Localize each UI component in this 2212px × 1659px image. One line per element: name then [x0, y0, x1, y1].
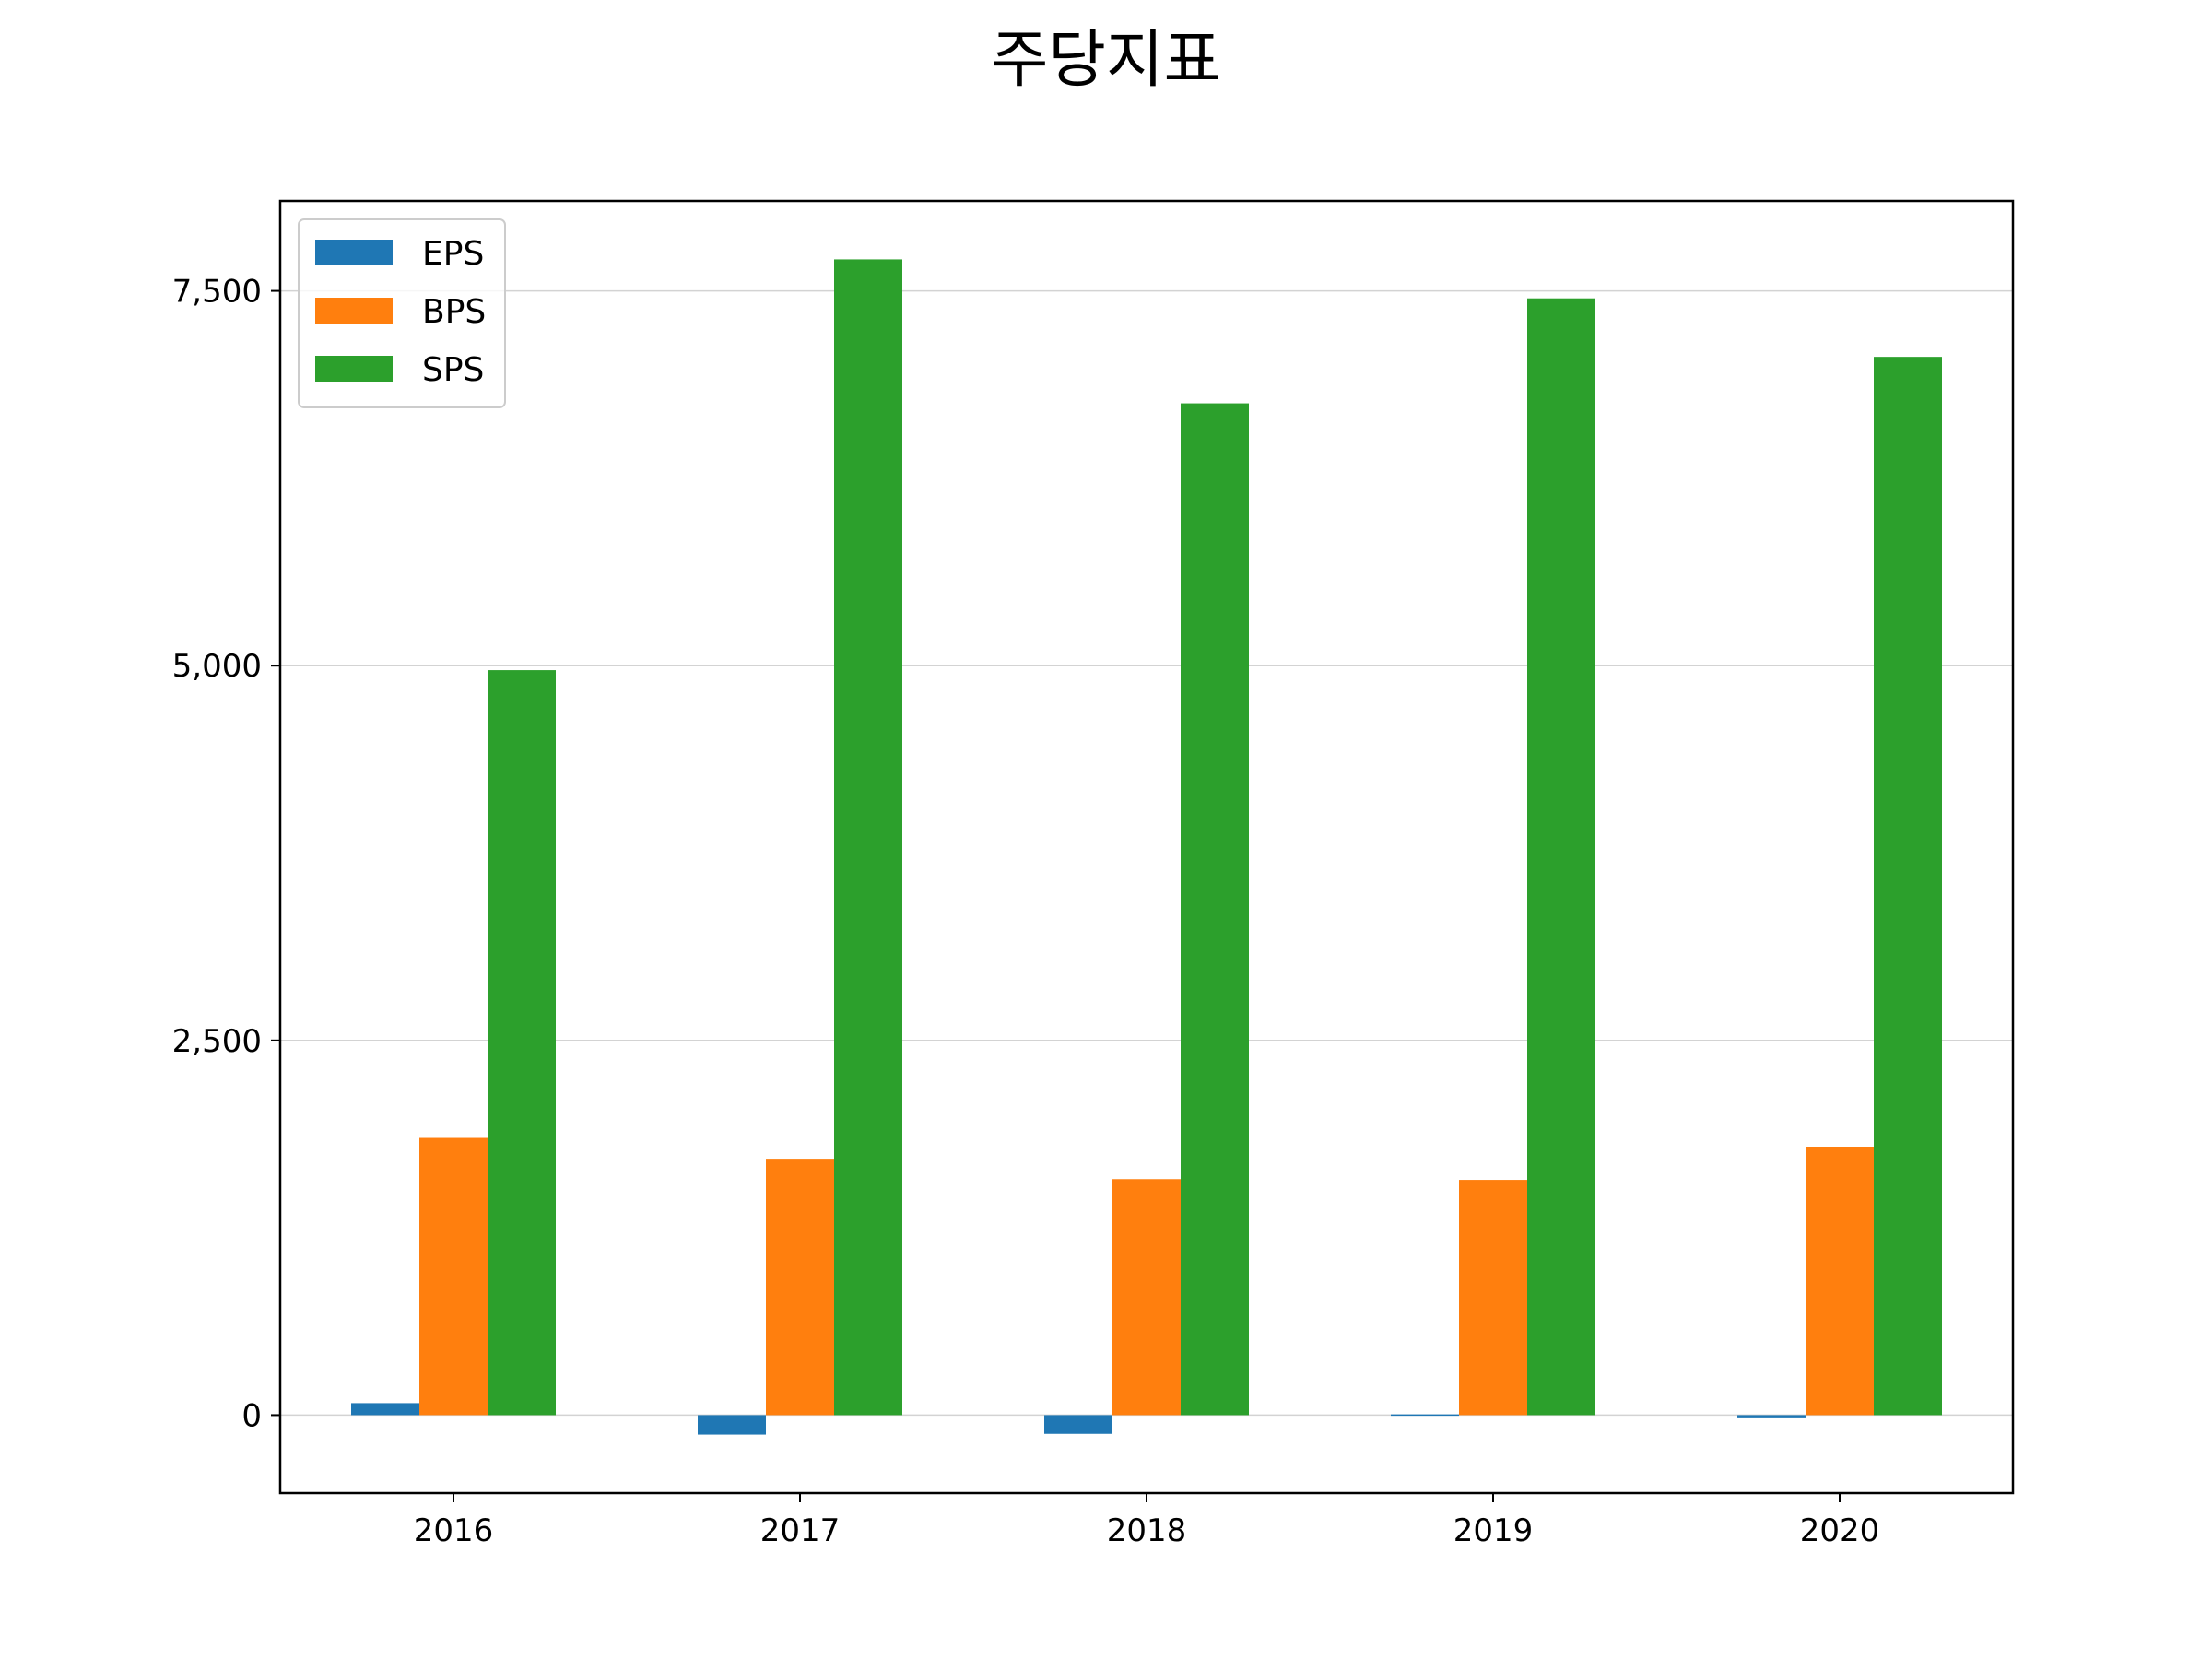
- y-tick-label: 0: [241, 1397, 262, 1434]
- y-axis: 0 2,500 5,000 7,500: [172, 274, 280, 1434]
- y-tick-label: 5,000: [172, 648, 262, 685]
- bar-sps-2019: [1527, 298, 1595, 1416]
- bar-bps-2018: [1112, 1179, 1181, 1416]
- bar-sps-2016: [488, 670, 556, 1416]
- legend-swatch-eps: [315, 240, 393, 265]
- y-tick-label: 2,500: [172, 1023, 262, 1060]
- bar-bps-2016: [419, 1137, 488, 1416]
- chart-title: 주당지표: [991, 24, 1221, 97]
- bar-sps-2018: [1181, 403, 1249, 1416]
- bar-eps-2020: [1737, 1415, 1806, 1418]
- gridlines: [280, 289, 2013, 1417]
- bar-eps-2017: [698, 1415, 766, 1435]
- x-tick-label: 2018: [1107, 1512, 1187, 1549]
- bar-bps-2020: [1806, 1147, 1874, 1416]
- legend-swatch-sps: [315, 356, 393, 382]
- bar-sps-2020: [1874, 357, 1942, 1416]
- x-tick-label: 2017: [760, 1512, 841, 1549]
- x-tick-label: 2019: [1453, 1512, 1534, 1549]
- legend-label-sps: SPS: [422, 351, 484, 389]
- x-tick-label: 2020: [1800, 1512, 1880, 1549]
- bar-bps-2017: [766, 1159, 834, 1416]
- x-tick-label: 2016: [414, 1512, 494, 1549]
- legend: EPS BPS SPS: [298, 218, 506, 408]
- y-tick-label: 7,500: [172, 274, 262, 311]
- bar-eps-2016: [351, 1403, 419, 1416]
- bar-eps-2018: [1044, 1415, 1112, 1434]
- bar-sps-2017: [834, 259, 902, 1416]
- legend-swatch-bps: [315, 298, 393, 324]
- bar-eps-2019: [1391, 1414, 1459, 1417]
- x-axis: 2016 2017 2018 2019 2020: [414, 1493, 1880, 1549]
- bar-bps-2019: [1459, 1180, 1527, 1416]
- bars: [351, 259, 1942, 1435]
- legend-label-eps: EPS: [422, 235, 484, 273]
- legend-label-bps: BPS: [422, 293, 486, 331]
